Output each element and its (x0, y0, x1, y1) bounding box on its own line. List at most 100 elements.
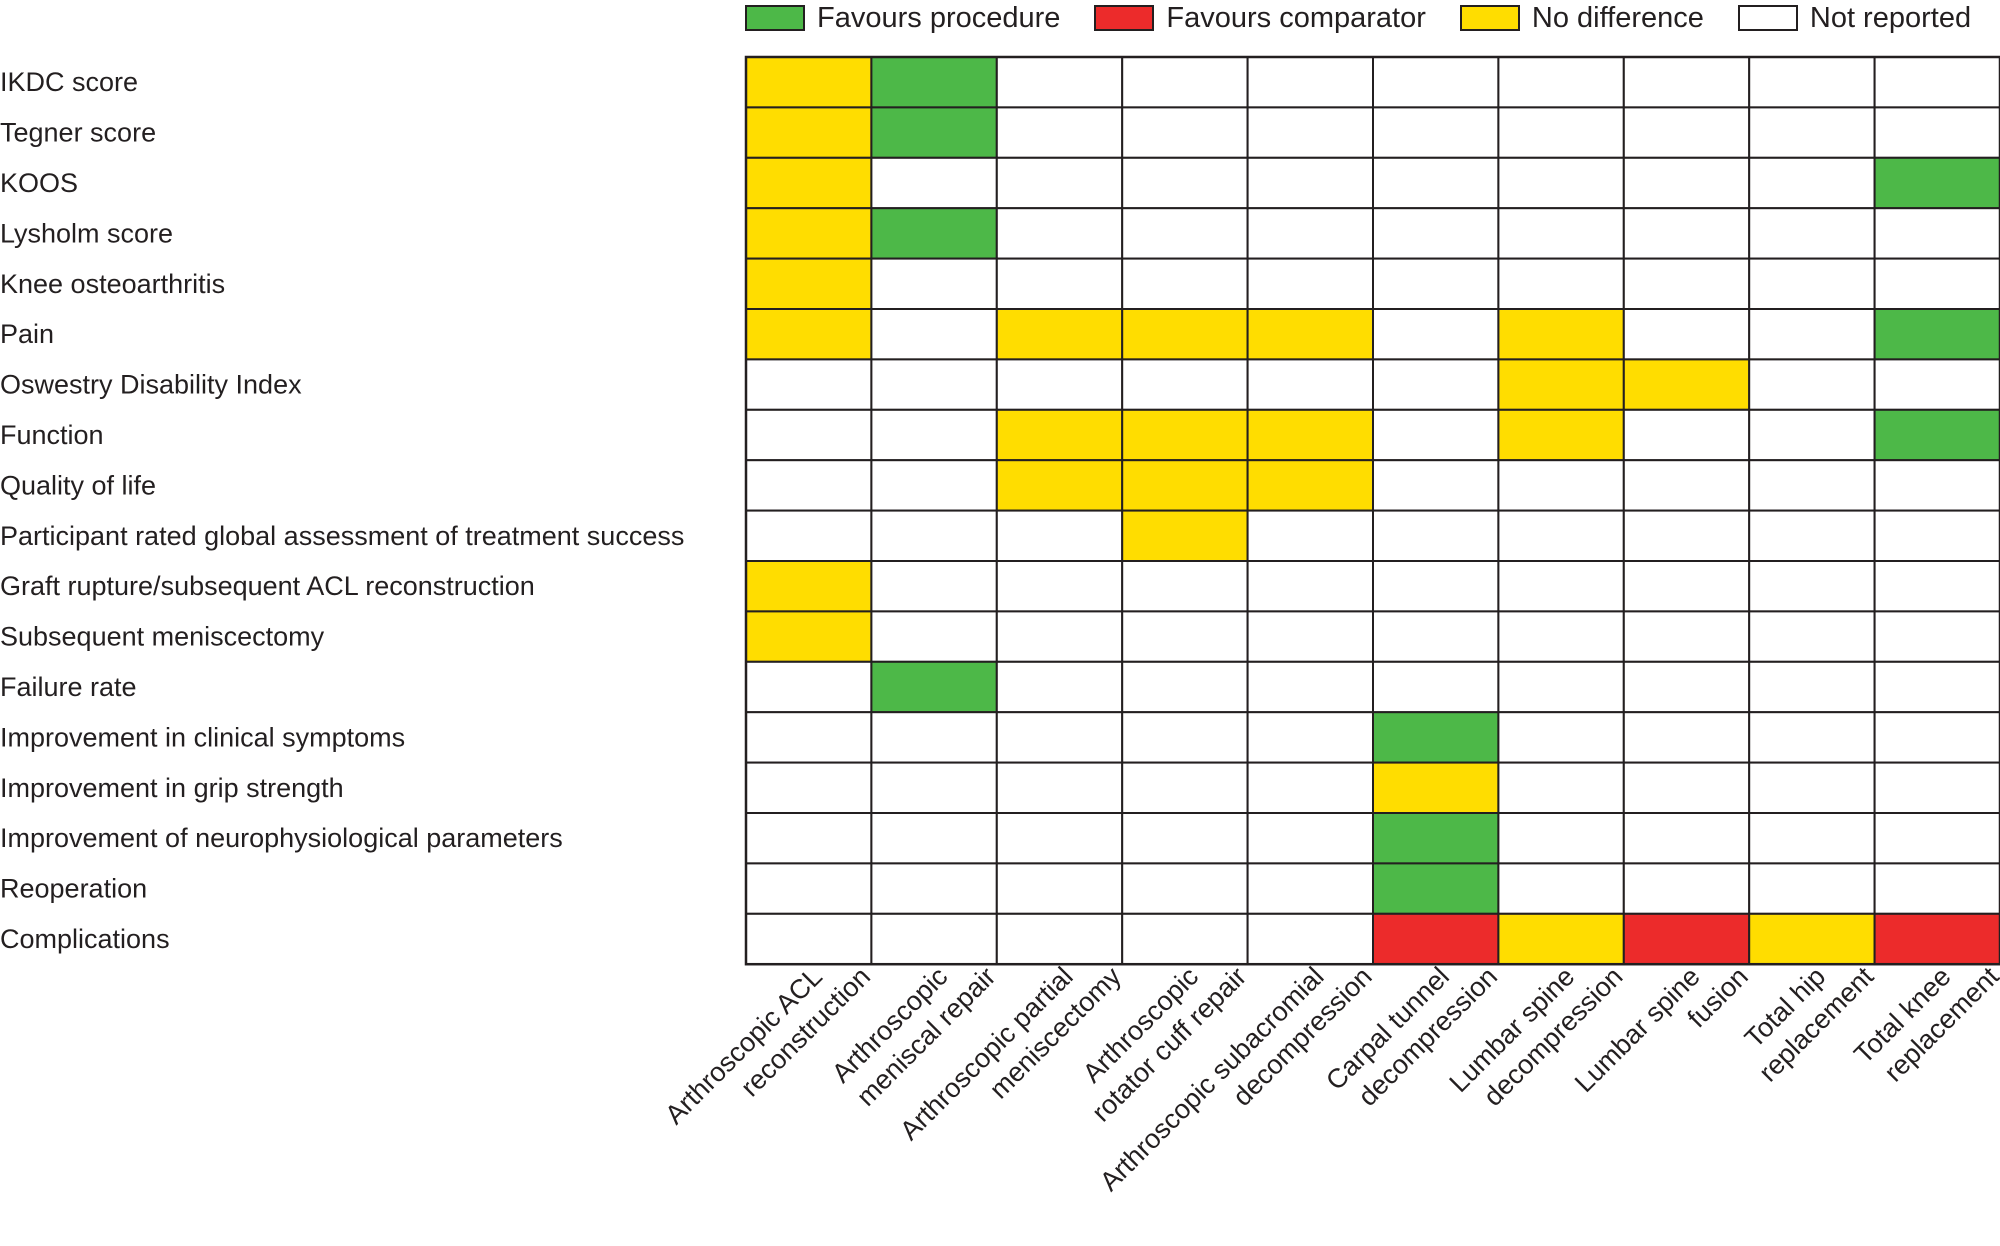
heatmap-cell (1246, 308, 1374, 361)
heatmap-cell (1121, 660, 1249, 714)
heatmap-cell (1121, 358, 1249, 411)
heatmap-cell (1748, 56, 1876, 109)
heatmap-cell (995, 207, 1124, 260)
heatmap-cell (1748, 862, 1876, 915)
heatmap-cell (1372, 257, 1500, 311)
heatmap-cell (1873, 257, 2000, 311)
heatmap-cell (1121, 257, 1249, 311)
legend-label: Favours procedure (817, 1, 1061, 34)
heatmap-cell (995, 560, 1124, 613)
chart-legend: Favours procedure Favours comparator No di… (745, 2, 2000, 34)
heatmap-cell (1873, 56, 2000, 109)
heatmap-cell (1372, 711, 1500, 764)
legend-label: Not reported (1809, 1, 1972, 34)
heatmap-cell (995, 610, 1124, 663)
heatmap-cell (1497, 560, 1625, 613)
heatmap-cell (745, 257, 873, 311)
heatmap-cell (1246, 509, 1374, 563)
heatmap-cell (1497, 459, 1625, 512)
heatmap-cell (1246, 106, 1374, 159)
heatmap-cell (1873, 106, 2000, 159)
row-label: Failure rate (0, 672, 137, 702)
heatmap-cell (1873, 207, 2000, 260)
heatmap-cell (1121, 711, 1249, 764)
heatmap-cell (870, 560, 998, 613)
heatmap-cell (1246, 862, 1374, 915)
heatmap-cell (1121, 812, 1249, 865)
heatmap-cell (1246, 560, 1374, 613)
heatmap-cell (1246, 610, 1374, 663)
heatmap-cell (1873, 610, 2000, 663)
legend-item: No difference (1459, 2, 1704, 35)
heatmap-cell (1372, 610, 1500, 663)
heatmap-cell (870, 257, 998, 311)
heatmap-cell (1121, 459, 1249, 512)
heatmap-cell (1497, 862, 1625, 915)
heatmap-cell (995, 711, 1124, 764)
heatmap-cell (870, 912, 998, 966)
heatmap-cell (1246, 358, 1374, 411)
heatmap-cell (1121, 56, 1249, 109)
heatmap-cell (1372, 56, 1500, 109)
heatmap-cell (1246, 257, 1374, 311)
heatmap-cell (745, 106, 873, 159)
heatmap-cell (1622, 106, 1751, 159)
heatmap-cell (1748, 106, 1876, 159)
heatmap-cell (1873, 509, 2000, 563)
heatmap-cell (1121, 308, 1249, 361)
heatmap-cell (1372, 812, 1500, 865)
heatmap-cell (870, 711, 998, 764)
heatmap-cell (1497, 761, 1625, 814)
heatmap-cell (870, 509, 998, 563)
heatmap-cell (1748, 207, 1876, 260)
heatmap-cell (1497, 207, 1625, 260)
heatmap-border (744, 55, 2000, 966)
heatmap-cell (995, 812, 1124, 865)
heatmap-cell (870, 207, 998, 260)
heatmap-cell (745, 610, 873, 663)
heatmap-cell (1873, 761, 2000, 814)
heatmap-cell (995, 660, 1124, 714)
heatmap-cell (1246, 761, 1374, 814)
legend-item: Not reported (1737, 1, 1972, 35)
heatmap-cell (1622, 156, 1751, 210)
heatmap-cell (1372, 358, 1500, 411)
row-label: Knee osteoarthritis (0, 269, 225, 299)
heatmap-cell (1372, 660, 1500, 714)
heatmap-cell (745, 812, 873, 865)
heatmap-cell (1622, 711, 1751, 764)
heatmap-cell (870, 156, 998, 210)
heatmap-cell (1121, 156, 1249, 210)
heatmap-cell (1246, 408, 1374, 462)
row-label: Function (0, 420, 104, 450)
heatmap-cell (1748, 308, 1876, 361)
heatmap-cell (1372, 761, 1500, 814)
heatmap-cell (1873, 560, 2000, 613)
heatmap-cell (995, 56, 1124, 109)
heatmap-cell (870, 408, 998, 462)
heatmap-cell (1622, 308, 1751, 361)
legend-swatch (1459, 5, 1520, 31)
heatmap-cell (745, 711, 873, 764)
heatmap-cell (1622, 257, 1751, 311)
heatmap-cell (745, 358, 873, 411)
row-label: Quality of life (0, 470, 156, 500)
legend-item: Favours comparator (1094, 2, 1426, 35)
heatmap-cell (1121, 912, 1249, 966)
heatmap-cell (870, 106, 998, 159)
heatmap-cell (1622, 610, 1751, 663)
heatmap-cell (1497, 408, 1625, 462)
heatmap-cell (1622, 862, 1751, 915)
heatmap-cell (1622, 560, 1751, 613)
heatmap-cell (1748, 408, 1876, 462)
heatmap-cell (1372, 207, 1500, 260)
legend-swatch (1094, 5, 1155, 31)
heatmap-cell (870, 761, 998, 814)
heatmap-cell (745, 459, 873, 512)
row-label: Complications (0, 924, 170, 954)
heatmap-cell (1622, 761, 1751, 814)
heatmap-cell (1246, 711, 1374, 764)
heatmap-cell (995, 459, 1124, 512)
heatmap-cell (1748, 761, 1876, 814)
row-label: Subsequent meniscectomy (0, 622, 325, 652)
